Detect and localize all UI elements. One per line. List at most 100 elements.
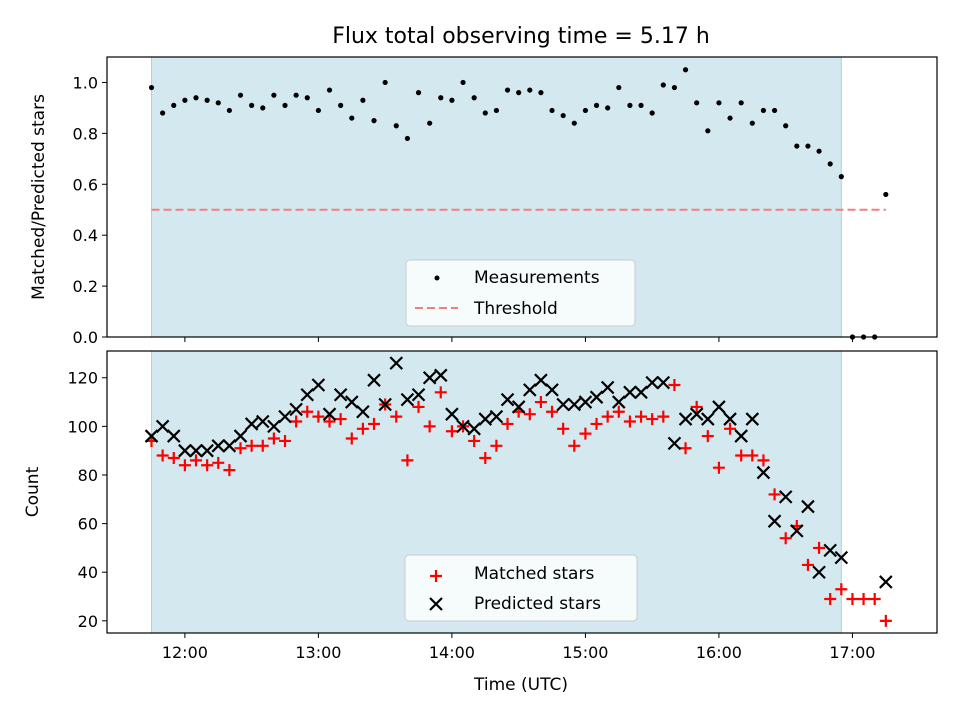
legend-matched-marker	[430, 570, 442, 582]
matched-star-point	[479, 451, 492, 464]
measurement-point	[415, 90, 422, 96]
measurement-point	[816, 148, 822, 154]
x-tick-label: 13:00	[295, 643, 341, 662]
matched-star-point	[824, 592, 837, 605]
bottom-y-ticks: 20 40 60 80 100 120	[67, 369, 107, 631]
measurement-point	[794, 143, 800, 149]
matched-star-point	[190, 454, 203, 467]
predicted-star-point	[556, 397, 570, 412]
measurement-point	[482, 110, 488, 116]
predicted-star-point	[400, 392, 415, 407]
measurement-point	[582, 107, 589, 114]
measurement-point	[282, 102, 288, 108]
predicted-star-point	[701, 412, 715, 426]
measurement-point	[805, 143, 811, 149]
measurement-point	[671, 84, 678, 91]
counts-panel: 20 40 60 80 100 120 12:00 13:00 14:00 15:00 16:00…	[23, 350, 938, 695]
x-tick-label: 12:00	[162, 643, 208, 662]
matched-star-point	[423, 420, 436, 433]
measurements-panel: 0.0 0.2 0.4 0.6 0.8 1.0 Matched/Predicted sta…	[29, 56, 938, 347]
predicted-star-point	[200, 443, 214, 458]
predicted-star-point	[834, 550, 849, 565]
matched-star-point	[612, 405, 625, 418]
measurement-point	[593, 102, 600, 108]
matched-star-point	[879, 614, 892, 627]
matched-star-point	[813, 541, 826, 554]
measurement-point	[660, 82, 666, 88]
bottom-x-ticks: 12:00 13:00 14:00 15:00 16:00 17:00	[162, 633, 875, 662]
predicted-star-point	[678, 412, 693, 426]
y-tick-label: 0.6	[73, 175, 98, 194]
predicted-star-point	[767, 514, 782, 528]
matched-star-point	[668, 379, 681, 392]
matched-star-point	[657, 410, 670, 423]
matched-star-point	[290, 415, 303, 428]
measurement-point	[349, 115, 355, 121]
predicted-star-point	[411, 387, 426, 402]
predicted-star-point	[445, 407, 459, 421]
x-tick-label: 14:00	[429, 643, 475, 662]
matched-star-point	[334, 413, 347, 426]
measurement-point	[204, 97, 210, 103]
predicted-star-point	[612, 395, 626, 409]
matched-star-point	[167, 451, 180, 464]
matched-star-point	[390, 410, 403, 423]
predicted-star-point	[278, 409, 292, 424]
top-y-ticks: 0.0 0.2 0.4 0.6 0.8 1.0	[73, 73, 107, 347]
measurement-point	[783, 123, 789, 129]
measurement-point	[493, 107, 500, 114]
matched-star-point	[835, 583, 848, 596]
matched-star-point	[156, 449, 169, 462]
predicted-star-point	[434, 368, 448, 383]
measurement-point	[338, 102, 344, 108]
measurement-point	[649, 110, 655, 116]
measurement-point	[326, 87, 333, 93]
predicted-star-point	[589, 390, 604, 404]
predicted-star-point	[367, 373, 381, 387]
x-tick-label: 15:00	[562, 643, 608, 662]
legend-predicted-label: Predicted stars	[474, 594, 601, 614]
x-tick-label: 17:00	[829, 643, 875, 662]
predicted-star-point	[211, 439, 226, 453]
matched-star-point	[256, 439, 269, 452]
predicted-star-point	[511, 400, 526, 414]
predicted-star-point	[222, 439, 237, 453]
measurement-point	[382, 79, 388, 86]
legend-measurements-marker	[434, 275, 440, 281]
y-tick-label: 1.0	[73, 73, 98, 92]
measurement-point	[516, 90, 522, 96]
predicted-star-point	[467, 422, 481, 436]
measurement-point	[538, 90, 544, 96]
predicted-star-point	[879, 575, 893, 589]
top-marks	[148, 67, 889, 340]
y-tick-label: 20	[78, 612, 98, 631]
predicted-star-point	[523, 383, 537, 397]
matched-star-point	[445, 425, 458, 438]
predicted-star-point	[155, 419, 170, 434]
matched-star-point	[212, 456, 225, 469]
measurement-point	[527, 87, 533, 93]
measurement-point	[749, 120, 755, 126]
matched-star-point	[356, 422, 369, 435]
predicted-star-point	[344, 395, 359, 409]
measurement-point	[427, 120, 433, 126]
matched-star-point	[679, 442, 692, 455]
measurement-point	[460, 79, 466, 86]
matched-star-point	[757, 454, 770, 467]
matched-star-point	[323, 415, 336, 428]
measurement-point	[304, 95, 310, 101]
predicted-star-point	[812, 565, 826, 580]
matched-star-point	[557, 422, 570, 435]
predicted-star-point	[734, 429, 748, 443]
matched-star-point	[768, 488, 781, 501]
measurement-point	[727, 115, 733, 121]
measurement-point	[560, 112, 566, 119]
matched-star-point	[401, 454, 414, 467]
measurement-point	[315, 107, 321, 114]
matched-star-point	[312, 410, 325, 423]
legend-measurements-label: Measurements	[474, 268, 600, 288]
predicted-star-point	[656, 375, 671, 390]
predicted-star-point	[623, 385, 637, 400]
matched-star-point	[724, 422, 737, 435]
measurement-point	[226, 107, 232, 114]
